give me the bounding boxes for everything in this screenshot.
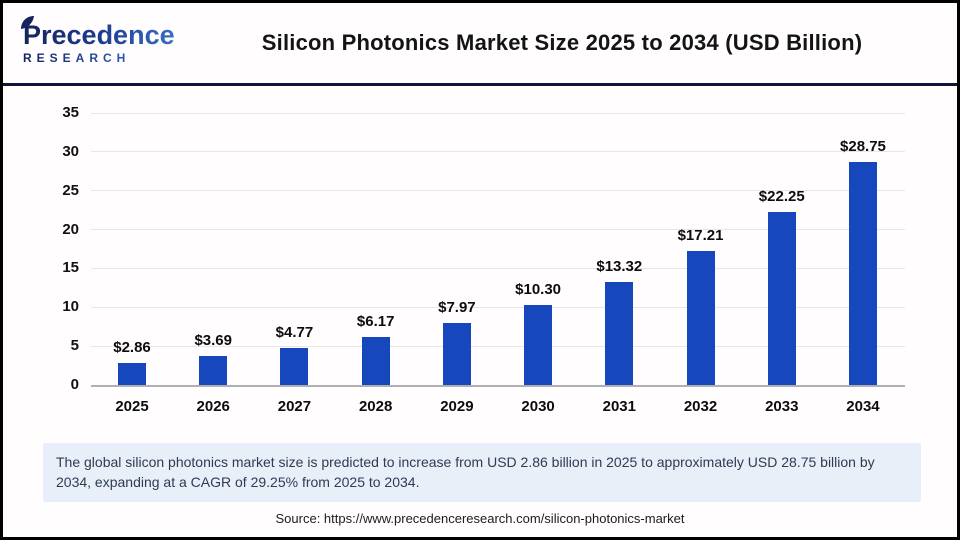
x-axis-tick-label: 2027 (277, 398, 312, 415)
gridline (91, 112, 905, 114)
bar-2034 (848, 161, 877, 385)
chart-region: $2.86 2025 $3.69 2026 $4.77 2027 $6.17 2028 $7.9… (3, 86, 957, 443)
chart-title: Silicon Photonics Market Size 2025 to 20… (261, 30, 863, 55)
value-label-2029: $7.97 (438, 299, 476, 317)
bar-2029 (442, 323, 471, 385)
y-axis-tick-label: 20 (62, 220, 79, 238)
value-label-2026: $3.69 (194, 332, 232, 350)
x-axis-tick-label: 2030 (521, 398, 555, 415)
precedence-research-logo: Precedence RESEARCH (3, 16, 191, 64)
value-label-2032: $17.21 (677, 227, 724, 245)
value-label-2027: $4.77 (275, 323, 314, 341)
value-label-2034: $28.75 (840, 137, 886, 155)
gridline (91, 190, 905, 192)
header: Precedence RESEARCH Silicon Photonics Ma… (3, 3, 957, 86)
value-label-2025: $2.86 (113, 338, 151, 356)
gridline (91, 267, 905, 269)
gridline (91, 151, 905, 153)
value-label-2031: $13.32 (596, 257, 643, 275)
value-label-2033: $22.25 (758, 188, 805, 206)
bar-2031 (605, 281, 634, 385)
bar-2033 (767, 212, 796, 385)
y-axis-tick-label: 30 (62, 142, 79, 160)
x-axis-tick-label: 2029 (440, 398, 474, 415)
x-axis-tick-label: 2028 (358, 398, 393, 415)
source-line: Source: https://www.precedenceresearch.c… (275, 511, 685, 526)
x-axis-line (91, 385, 905, 387)
bar-2026 (199, 356, 228, 385)
x-axis-tick-label: 2026 (196, 398, 230, 415)
logo-wordmark: Precedence (23, 22, 191, 49)
x-axis-tick-label: 2031 (602, 398, 636, 415)
x-axis-tick-label: 2025 (115, 398, 149, 415)
gridline (91, 345, 905, 347)
x-axis-tick-label: 2034 (846, 398, 880, 415)
y-axis-tick-label: 25 (62, 181, 79, 199)
y-axis-tick-label: 35 (62, 104, 79, 121)
y-axis-tick-label: 5 (70, 337, 79, 355)
bar-2025 (118, 362, 146, 385)
gridline (91, 306, 905, 308)
summary-note: The global silicon photonics market size… (43, 443, 921, 502)
bar-2032 (686, 251, 715, 385)
bar-2028 (361, 337, 390, 385)
y-axis-tick-label: 0 (70, 376, 79, 393)
bar-2027 (280, 347, 309, 385)
y-axis-tick-label: 10 (62, 298, 79, 316)
x-axis-tick-label: 2033 (765, 398, 799, 415)
plot-area: $2.86 2025 $3.69 2026 $4.77 2027 $6.17 2028 $7.9… (91, 112, 905, 415)
gridline (91, 229, 905, 231)
value-label-2028: $6.17 (356, 313, 395, 331)
x-axis-tick-label: 2032 (683, 398, 718, 415)
value-label-2030: $10.30 (515, 280, 562, 298)
y-axis-tick-label: 15 (62, 259, 79, 277)
logo-subtitle: RESEARCH (23, 52, 191, 64)
bar-2030 (524, 304, 553, 385)
leaf-icon (21, 16, 34, 29)
